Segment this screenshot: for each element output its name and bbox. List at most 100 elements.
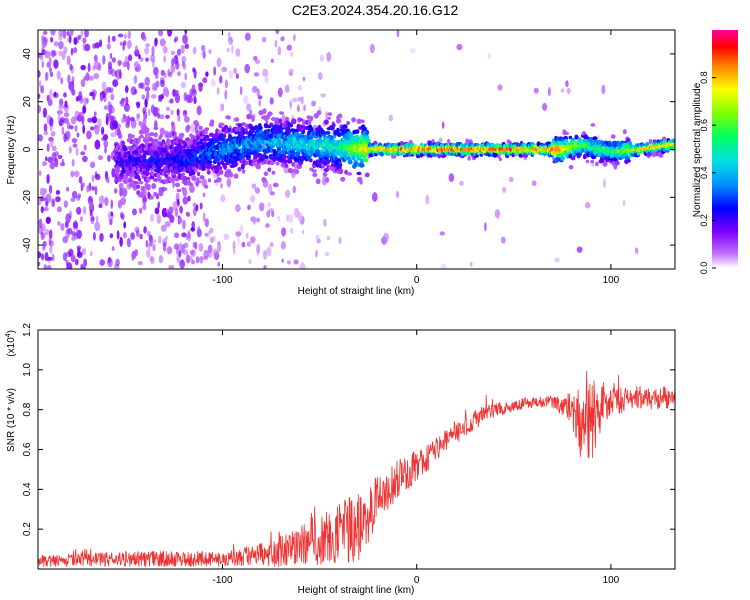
ridge-point [295,168,300,175]
spectral-point [315,249,318,258]
colorbar-label: Normalized spectral amplitude [692,82,703,217]
x-tick-label: -100 [212,275,232,286]
spectral-point [132,208,137,216]
spectral-point [256,217,261,223]
spectral-point [99,259,105,266]
ridge-point [269,122,274,128]
spectral-point [120,197,126,206]
spectral-point [71,190,78,199]
ridge-point [338,161,342,165]
spectral-point [566,87,571,94]
ridge-point [126,138,131,143]
spectral-point [140,82,145,90]
spectral-point [110,211,114,217]
spectral-point [56,109,63,115]
spectral-point [53,59,59,69]
spectral-point [84,43,91,52]
spectral-point [181,55,187,64]
spectral-point [80,151,86,156]
spectral-point [181,232,187,238]
ridge-point [346,172,353,176]
ridge-point [211,138,217,144]
spectral-point [153,66,159,76]
ridge-point [351,117,356,123]
spectral-point [82,105,87,114]
spectral-point [47,98,53,107]
ridge-point [340,176,346,182]
spectral-point [146,249,151,258]
ridge-point [611,160,615,166]
spectral-point [185,254,191,264]
ridge-point [465,138,469,145]
spectral-point [223,233,229,241]
spectral-point [201,44,206,52]
spectral-point [107,154,111,162]
spectral-point [157,201,160,209]
spectral-point [121,187,128,197]
spectral-point [71,158,75,167]
spectral-point [216,87,220,95]
spectral-point [383,232,389,242]
spectral-point [49,161,56,170]
spectral-point [239,224,244,235]
spectral-point [75,258,79,266]
spectral-point [63,112,70,118]
spectral-point [46,174,50,184]
spectral-point [172,201,178,211]
spectral-point [303,104,306,112]
spectral-point [117,60,123,66]
spectral-point [205,71,209,77]
spectral-point [248,258,252,265]
spectral-point [144,47,150,55]
spectral-point [142,118,147,125]
spectral-point [55,196,61,203]
ridge-point [278,118,283,124]
spectral-point [167,71,173,76]
spectral-point [180,81,187,89]
spectral-point [269,191,275,196]
ridge-point [218,169,224,175]
ridge-point [258,125,263,131]
spectral-point [51,145,57,152]
spectral-point [128,54,133,62]
spectral-point [54,91,57,97]
ridge-point [153,126,159,131]
spectral-point [182,219,186,230]
spectral-point [425,194,430,205]
spectral-point [192,46,197,55]
spectral-point [275,30,280,35]
ridge-point [133,181,139,185]
spectral-point [216,57,222,68]
ridge-point [189,182,194,187]
spectral-point [193,89,196,94]
ridge-point [217,129,221,135]
spectral-point [95,215,99,224]
ridge-point [207,178,212,183]
spectral-point [253,72,260,77]
spectral-point [106,43,111,50]
spectral-point [202,212,206,222]
ridge-point [363,157,369,163]
spectral-point [49,245,53,254]
bottom-x-axis: -100 0 100 [212,330,620,586]
spectral-point [183,92,188,102]
spectral-point [142,35,147,42]
spectral-point [62,236,68,244]
spectral-point [150,213,155,222]
spectral-point [440,263,447,269]
spectral-point [73,47,78,54]
spectral-point [246,103,252,112]
ridge-point [148,137,154,142]
ridge-point [246,113,252,120]
ridge-point [356,171,362,176]
ridge-point [225,161,231,166]
spectral-point [54,157,59,168]
spectral-point [103,140,109,148]
spectral-point [298,84,302,91]
ridge-point [322,172,328,177]
ridge-point [194,167,198,173]
spectral-point [120,211,124,219]
colorbar: 0.0 0.2 0.4 0.6 0.8 Normalized spectral ampl… [692,30,738,274]
ridge-point [327,112,333,116]
ridge-point [672,144,675,150]
